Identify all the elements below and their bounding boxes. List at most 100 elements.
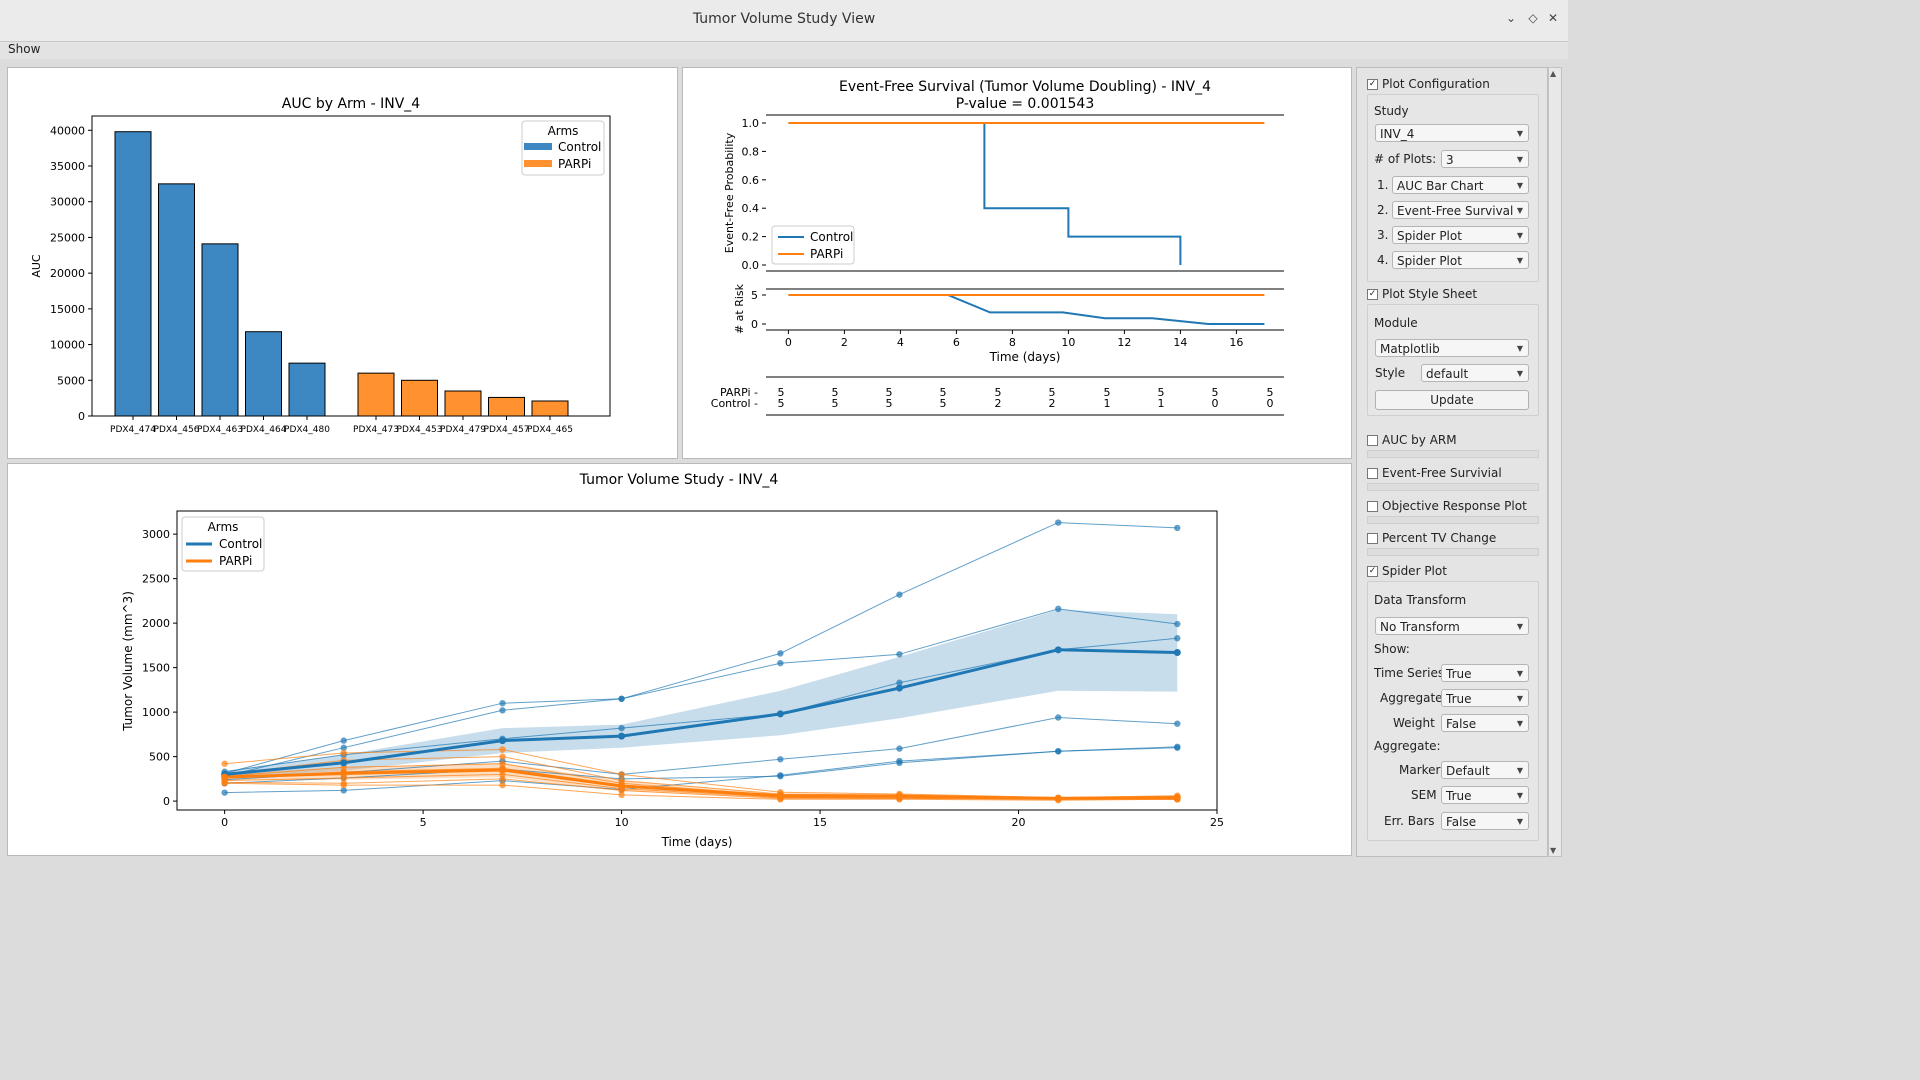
x-tick-label: PDX4_465 bbox=[527, 425, 573, 435]
sem-label: SEM bbox=[1411, 788, 1437, 802]
bar bbox=[531, 400, 569, 417]
parpi-individual-line-point bbox=[221, 760, 228, 767]
window-title: Tumor Volume Study View bbox=[692, 11, 876, 27]
auc-by-arm-checkbox[interactable]: AUC by ARM bbox=[1367, 433, 1457, 447]
control-mean-line-point bbox=[1173, 648, 1181, 656]
parpi-individual-line bbox=[224, 782, 1178, 801]
at-risk-y-label: # at Risk bbox=[733, 283, 746, 334]
study-select[interactable]: INV_4 ▼ bbox=[1375, 124, 1529, 142]
plot-configuration-checkbox[interactable]: ✓ Plot Configuration bbox=[1367, 77, 1490, 91]
chevron-down-icon: ▼ bbox=[1516, 231, 1523, 240]
y-tick-label: 3000 bbox=[142, 528, 170, 541]
control-individual-line-point bbox=[896, 591, 903, 598]
control-mean-line-point bbox=[895, 684, 903, 692]
plot-frame bbox=[91, 115, 611, 417]
legend-title: Arms bbox=[548, 124, 579, 138]
plot-1-value: AUC Bar Chart bbox=[1397, 179, 1484, 193]
control-individual-line-point bbox=[221, 789, 228, 796]
checkbox-check-icon: ✓ bbox=[1367, 565, 1378, 577]
plot-2-select[interactable]: Event-Free Survival ▼ bbox=[1392, 201, 1529, 219]
auc-bar-chart: AUC by Arm - INV_4 0 5000 10000 15000 20000 25… bbox=[30, 96, 611, 435]
marker-select[interactable]: Default ▼ bbox=[1441, 761, 1529, 779]
err-bars-label: Err. Bars bbox=[1384, 814, 1435, 828]
num-plots-label: # of Plots: bbox=[1374, 152, 1437, 166]
chevron-down-icon: ▼ bbox=[1516, 719, 1523, 728]
plot-style-sheet-group: Module Matplotlib ▼ Style default ▼ Update bbox=[1367, 304, 1539, 416]
control-individual-line-point bbox=[1055, 714, 1062, 721]
sidebar-scrollbar[interactable]: ▲ ▼ bbox=[1548, 67, 1562, 857]
control-sem-band bbox=[224, 609, 1178, 778]
auc-chart-panel: AUC by Arm - INV_4 0 5000 10000 15000 20000 25… bbox=[7, 67, 678, 459]
plot-2-value: Event-Free Survival bbox=[1397, 204, 1514, 218]
parpi-mean-line-point bbox=[498, 766, 506, 774]
legend-label: Control bbox=[558, 140, 601, 154]
sem-select[interactable]: True ▼ bbox=[1441, 786, 1529, 804]
control-individual-line-point bbox=[896, 679, 903, 686]
risk-table-value: 5 bbox=[832, 397, 839, 410]
risk-table-value: 5 bbox=[1049, 386, 1056, 399]
plot-1-select[interactable]: AUC Bar Chart ▼ bbox=[1392, 176, 1529, 194]
objective-response-checkbox[interactable]: Objective Response Plot bbox=[1367, 499, 1527, 513]
parpi-individual-line-point bbox=[499, 760, 506, 767]
event-free-survival-checkbox[interactable]: Event-Free Survivial bbox=[1367, 466, 1502, 480]
y-tick-label: 30000 bbox=[50, 196, 85, 209]
chevron-down-icon: ▼ bbox=[1516, 181, 1523, 190]
aggregate-value: True bbox=[1446, 692, 1472, 706]
chart-title: Tumor Volume Study - INV_4 bbox=[579, 472, 779, 488]
menu-show[interactable]: Show bbox=[8, 42, 41, 56]
y-axis-label: AUC bbox=[30, 254, 43, 278]
plot-1-number: 1. bbox=[1377, 178, 1389, 192]
scroll-down-icon[interactable]: ▼ bbox=[1550, 846, 1557, 855]
data-transform-label: Data Transform bbox=[1374, 593, 1467, 607]
aggregate-label: Aggregate bbox=[1380, 691, 1443, 705]
spider-chart-panel: Tumor Volume Study - INV_4 0 500 1000 1500 20… bbox=[7, 463, 1352, 856]
plot-style-sheet-checkbox[interactable]: ✓ Plot Style Sheet bbox=[1367, 287, 1477, 301]
control-individual-line-point bbox=[340, 744, 347, 751]
percent-tv-change-checkbox[interactable]: Percent TV Change bbox=[1367, 531, 1496, 545]
err-bars-select[interactable]: False ▼ bbox=[1441, 812, 1529, 830]
chevron-down-icon: ▼ bbox=[1516, 256, 1523, 265]
chevron-down-icon: ▼ bbox=[1516, 766, 1523, 775]
parpi-individual-line-point bbox=[499, 746, 506, 753]
close-icon[interactable]: ✕ bbox=[1547, 11, 1559, 25]
plot-style-sheet-label: Plot Style Sheet bbox=[1382, 287, 1478, 301]
num-plots-select[interactable]: 3 ▼ bbox=[1441, 150, 1529, 168]
spider-plot-group: Data Transform No Transform ▼ Show: Time … bbox=[1367, 581, 1539, 841]
control-mean-line-point bbox=[776, 710, 784, 718]
time-series-select[interactable]: True ▼ bbox=[1441, 664, 1529, 682]
parpi-mean-line-point bbox=[618, 782, 626, 790]
efs-chart-panel: Event-Free Survival (Tumor Volume Doubli… bbox=[682, 67, 1352, 459]
weight-select[interactable]: False ▼ bbox=[1441, 714, 1529, 732]
chevron-down-icon: ▼ bbox=[1516, 369, 1523, 378]
scroll-up-icon[interactable]: ▲ bbox=[1550, 69, 1557, 78]
spider-plot-checkbox[interactable]: ✓ Spider Plot bbox=[1367, 564, 1447, 578]
plot-4-select[interactable]: Spider Plot ▼ bbox=[1392, 251, 1529, 269]
risk-table-value: 2 bbox=[995, 397, 1002, 410]
x-tick-label: PDX4_480 bbox=[284, 425, 330, 435]
chevron-down-icon: ▼ bbox=[1516, 694, 1523, 703]
control-individual-line-point bbox=[1174, 720, 1181, 727]
maximize-icon[interactable]: ◇ bbox=[1528, 11, 1538, 25]
weight-value: False bbox=[1446, 717, 1477, 731]
x-tick-label: 4 bbox=[897, 336, 904, 349]
checkbox-empty-icon bbox=[1367, 500, 1378, 512]
y-tick-label: 0 bbox=[751, 318, 758, 331]
style-label: Style bbox=[1375, 366, 1406, 380]
risk-table-value: 5 bbox=[1267, 386, 1274, 399]
plot-configuration-label: Plot Configuration bbox=[1382, 77, 1490, 91]
aggregate-select[interactable]: True ▼ bbox=[1441, 689, 1529, 707]
risk-table-value: 5 bbox=[1158, 386, 1165, 399]
menu-bar: Show bbox=[0, 42, 1568, 59]
module-select[interactable]: Matplotlib ▼ bbox=[1375, 339, 1529, 357]
style-select[interactable]: default ▼ bbox=[1421, 364, 1529, 382]
y-tick-label: 15000 bbox=[50, 303, 85, 316]
parpi-mean-line-point bbox=[1054, 794, 1062, 802]
bar bbox=[201, 243, 239, 417]
minimize-icon[interactable]: ⌄ bbox=[1505, 11, 1517, 25]
update-button[interactable]: Update bbox=[1375, 390, 1529, 410]
data-transform-select[interactable]: No Transform ▼ bbox=[1375, 617, 1529, 635]
weight-label: Weight bbox=[1393, 716, 1435, 730]
legend-box bbox=[181, 516, 265, 572]
plot-3-select[interactable]: Spider Plot ▼ bbox=[1392, 226, 1529, 244]
control-individual-line bbox=[224, 522, 1178, 774]
